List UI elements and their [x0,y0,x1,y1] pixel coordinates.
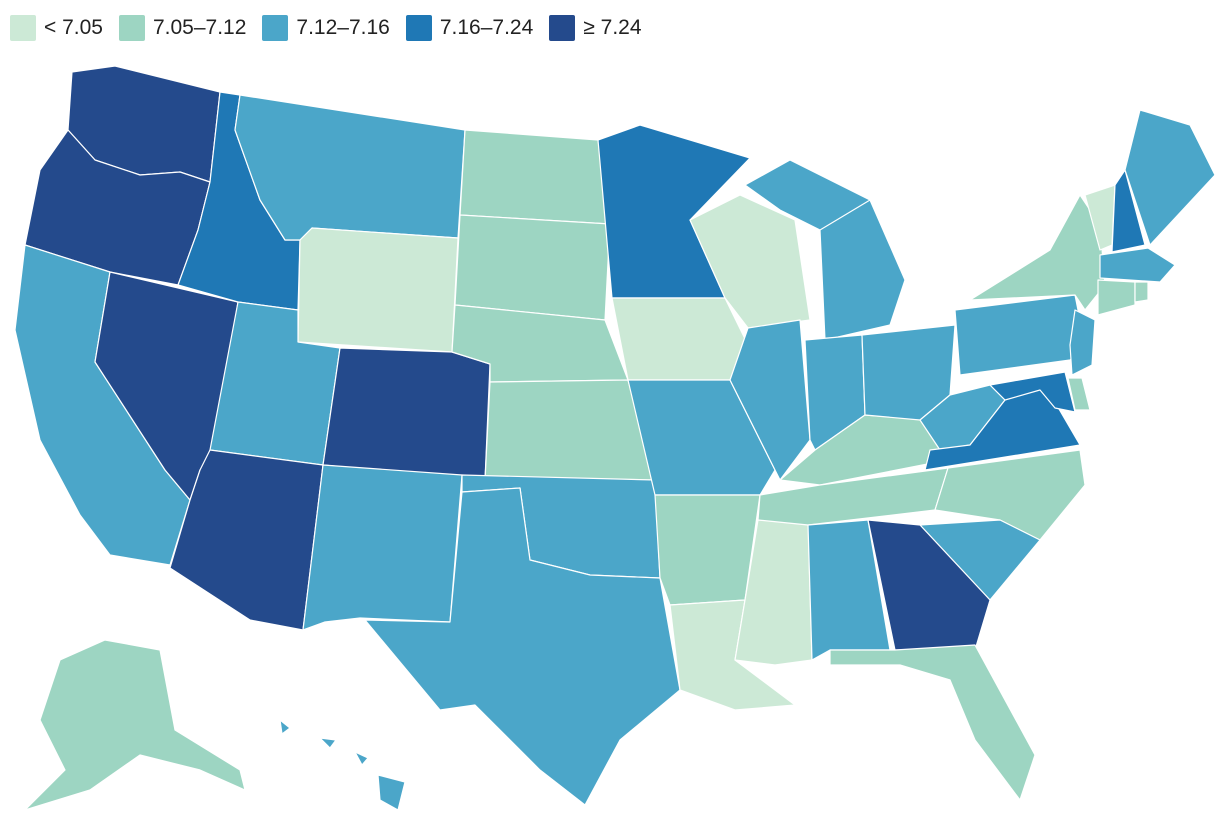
legend-item: 7.12–7.16 [262,15,390,41]
state-rhode-island[interactable] [1134,281,1149,303]
state-north-dakota[interactable] [459,129,611,225]
legend-item: ≥ 7.24 [549,15,642,41]
state-maryland[interactable] [989,371,1076,413]
state-georgia[interactable] [867,519,991,651]
legend-swatch-0 [10,15,36,41]
legend-swatch-4 [549,15,576,41]
legend-item: < 7.05 [10,15,103,41]
legend-item: 7.05–7.12 [118,15,247,41]
state-new-york[interactable] [969,194,1106,311]
legend-label: 7.05–7.12 [152,16,247,39]
state-new-jersey[interactable] [1069,309,1096,376]
state-missouri[interactable] [627,379,776,496]
state-iowa[interactable] [611,297,749,381]
state-connecticut[interactable] [1097,279,1136,316]
state-michigan[interactable] [744,159,906,341]
state-maine[interactable] [1124,109,1216,246]
state-hawaii[interactable] [279,719,406,811]
state-texas[interactable] [364,487,681,806]
state-kansas[interactable] [484,379,656,481]
state-pennsylvania[interactable] [954,294,1086,376]
legend-item: 7.16–7.24 [405,15,534,41]
state-delaware[interactable] [1067,377,1091,411]
state-arkansas[interactable] [654,494,761,606]
state-wyoming[interactable] [297,227,459,353]
map-legend: < 7.05 7.05–7.12 7.12–7.16 7.16–7.24 ≥ 7… [10,12,642,44]
state-new-hampshire[interactable] [1111,169,1146,253]
legend-swatch-2 [262,15,289,41]
state-colorado[interactable] [322,347,491,481]
legend-swatch-1 [118,15,145,41]
state-florida[interactable] [829,644,1036,801]
legend-label: ≥ 7.24 [583,16,642,39]
legend-swatch-3 [405,15,432,41]
state-new-mexico[interactable] [302,464,463,631]
legend-label: < 7.05 [44,16,103,39]
state-alaska[interactable] [24,639,246,811]
state-south-dakota[interactable] [454,214,611,321]
state-wisconsin[interactable] [689,194,811,329]
legend-label: 7.16–7.24 [439,16,534,39]
state-massachusetts[interactable] [1099,247,1176,283]
legend-label: 7.12–7.16 [296,16,390,39]
